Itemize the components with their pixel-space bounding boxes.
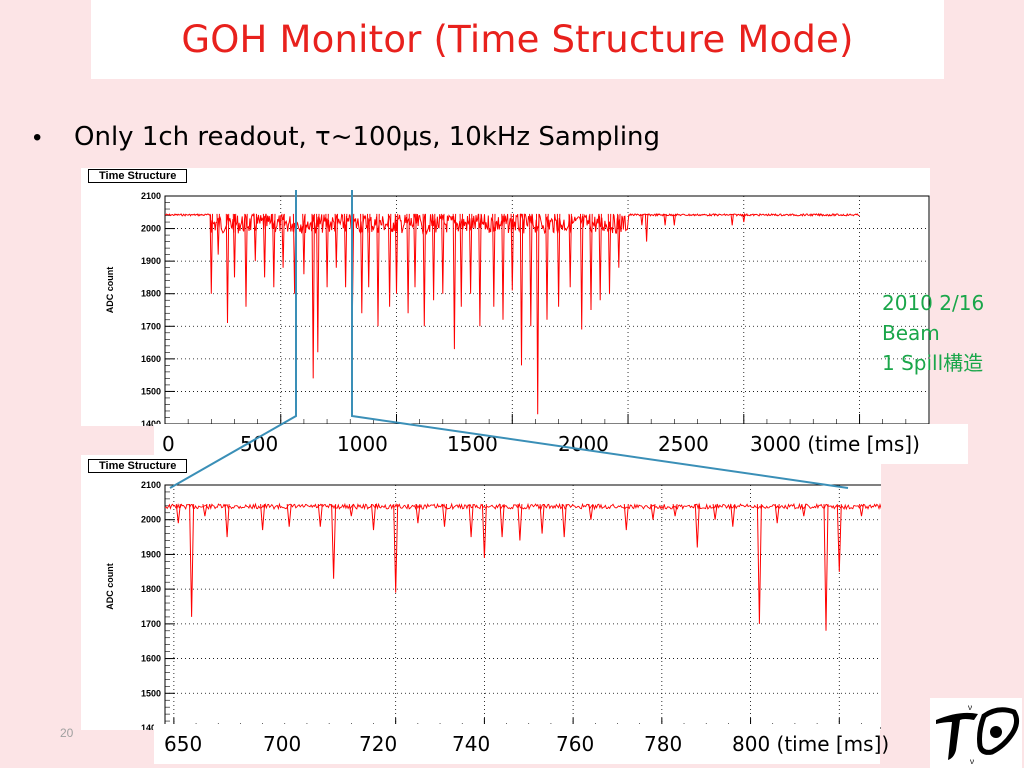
signal-dip bbox=[672, 504, 678, 517]
y-tick-label: 1400 bbox=[141, 723, 161, 730]
signal-dip bbox=[317, 504, 323, 527]
signal-dip bbox=[623, 504, 629, 531]
signal-dip bbox=[499, 504, 505, 538]
signal-dip bbox=[539, 504, 545, 534]
signal-dip bbox=[343, 213, 348, 288]
top-chart-panel: Time Structure 1400 1500 1600 1700 1800 1900 2… bbox=[81, 168, 930, 426]
y-tick-label: 1700 bbox=[141, 619, 161, 629]
x-tick-label: 2000 bbox=[558, 432, 609, 456]
signal-dip bbox=[175, 504, 181, 524]
signal-dip bbox=[325, 213, 329, 288]
y-axis-label: ADC count bbox=[105, 267, 115, 314]
signal-dip bbox=[730, 504, 736, 527]
signal-dip bbox=[712, 504, 718, 520]
signal-dip bbox=[331, 504, 337, 579]
y-tick-label: 1800 bbox=[141, 289, 161, 299]
svg-text:ν: ν bbox=[968, 703, 972, 712]
signal-dip bbox=[859, 504, 864, 517]
bottom-chart-title: Time Structure bbox=[88, 459, 188, 473]
signal-dip bbox=[202, 504, 208, 517]
signal-dip bbox=[468, 504, 474, 538]
y-tick-label: 2000 bbox=[141, 224, 161, 234]
plot-frame bbox=[164, 484, 881, 729]
x-tick-label: 0 bbox=[162, 432, 175, 456]
y-axis-label: ADC count bbox=[105, 563, 115, 610]
signal-dip bbox=[260, 504, 266, 531]
x-tick-label: 650 bbox=[164, 732, 203, 756]
signal-dip bbox=[311, 213, 315, 379]
x-tick-label: 800 (time [ms]) bbox=[732, 732, 890, 756]
x-tick-label: 3000 (time [ms]) bbox=[750, 432, 920, 456]
signal-dip bbox=[302, 213, 306, 275]
signal-dip bbox=[756, 504, 762, 624]
signal-dip bbox=[334, 213, 338, 268]
signal-dip bbox=[836, 504, 842, 572]
x-tick-label: 500 bbox=[240, 432, 279, 456]
y-tick-label: 1500 bbox=[141, 386, 161, 396]
signal-dip bbox=[650, 504, 656, 520]
signal-dip bbox=[316, 213, 320, 353]
note-line: Beam bbox=[882, 321, 940, 345]
y-tick-label: 1400 bbox=[141, 419, 161, 426]
x-tick-label: 1500 bbox=[447, 432, 498, 456]
bullet-dot: • bbox=[33, 124, 42, 151]
signal-dip bbox=[371, 504, 376, 531]
title-box: GOH Monitor (Time Structure Mode) bbox=[91, 0, 944, 79]
signal-dip bbox=[286, 504, 292, 527]
signal-dip bbox=[801, 504, 807, 517]
y-tick-label: 1900 bbox=[141, 549, 161, 559]
y-tick-label: 1900 bbox=[141, 256, 161, 266]
x-tick-label: 740 bbox=[452, 732, 491, 756]
signal-dip bbox=[442, 504, 447, 527]
signal-dip bbox=[224, 504, 230, 538]
y-tick-label: 2000 bbox=[141, 515, 161, 525]
x-tick-label: 720 bbox=[359, 732, 398, 756]
y-tick-label: 1800 bbox=[141, 584, 161, 594]
signal-dip bbox=[189, 504, 195, 617]
top-chart-title: Time Structure bbox=[88, 169, 188, 183]
signal-dip bbox=[348, 504, 354, 517]
footer-date: 20 bbox=[60, 726, 74, 740]
x-tick-label: 760 bbox=[556, 732, 595, 756]
svg-text:ν: ν bbox=[970, 757, 974, 766]
y-tick-label: 2100 bbox=[141, 480, 161, 490]
y-tick-label: 2100 bbox=[141, 191, 161, 201]
x-tick-label: 1000 bbox=[337, 432, 388, 456]
signal-dip bbox=[561, 504, 567, 538]
x-tick-label: 700 bbox=[263, 732, 302, 756]
top-chart: 1400 1500 1600 1700 1800 1900 2000 2100 ADC coun… bbox=[105, 191, 930, 426]
x-tick-label: 780 bbox=[644, 732, 683, 756]
bottom-chart: 1400 1500 1600 1700 1800 1900 2000 2100 ADC coun… bbox=[105, 480, 881, 730]
y-tick-label: 1700 bbox=[141, 321, 161, 331]
signal-dip bbox=[517, 504, 523, 541]
signal-dip bbox=[481, 504, 487, 558]
note-line: 2010 2/16 bbox=[882, 291, 985, 315]
signal-dip bbox=[694, 504, 700, 548]
y-tick-label: 1500 bbox=[141, 688, 161, 698]
x-tick-label: 2500 bbox=[658, 432, 709, 456]
signal-dip bbox=[823, 504, 829, 631]
bullet-text: Only 1ch readout, τ~100μs, 10kHz Samplin… bbox=[74, 122, 661, 152]
signal-dip bbox=[393, 504, 399, 593]
y-tick-label: 1600 bbox=[141, 354, 161, 364]
bottom-chart-panel: Time Structure 1400 1500 1600 1700 1800 1900 2… bbox=[81, 455, 881, 730]
beam-note: 2010 2/16 Beam 1 Spill構造 bbox=[882, 288, 984, 378]
signal-dip bbox=[774, 504, 780, 524]
signal-trace bbox=[164, 502, 881, 511]
slide-title: GOH Monitor (Time Structure Mode) bbox=[181, 18, 854, 61]
y-tick-label: 1600 bbox=[141, 654, 161, 664]
signal-dip bbox=[588, 504, 594, 520]
signal-dip bbox=[415, 504, 421, 524]
note-line: 1 Spill構造 bbox=[882, 351, 984, 375]
logo-image: ν ν bbox=[930, 698, 1022, 768]
bottom-x-labels: 650 700 720 740 760 780 800 (time [ms]) bbox=[154, 724, 889, 764]
